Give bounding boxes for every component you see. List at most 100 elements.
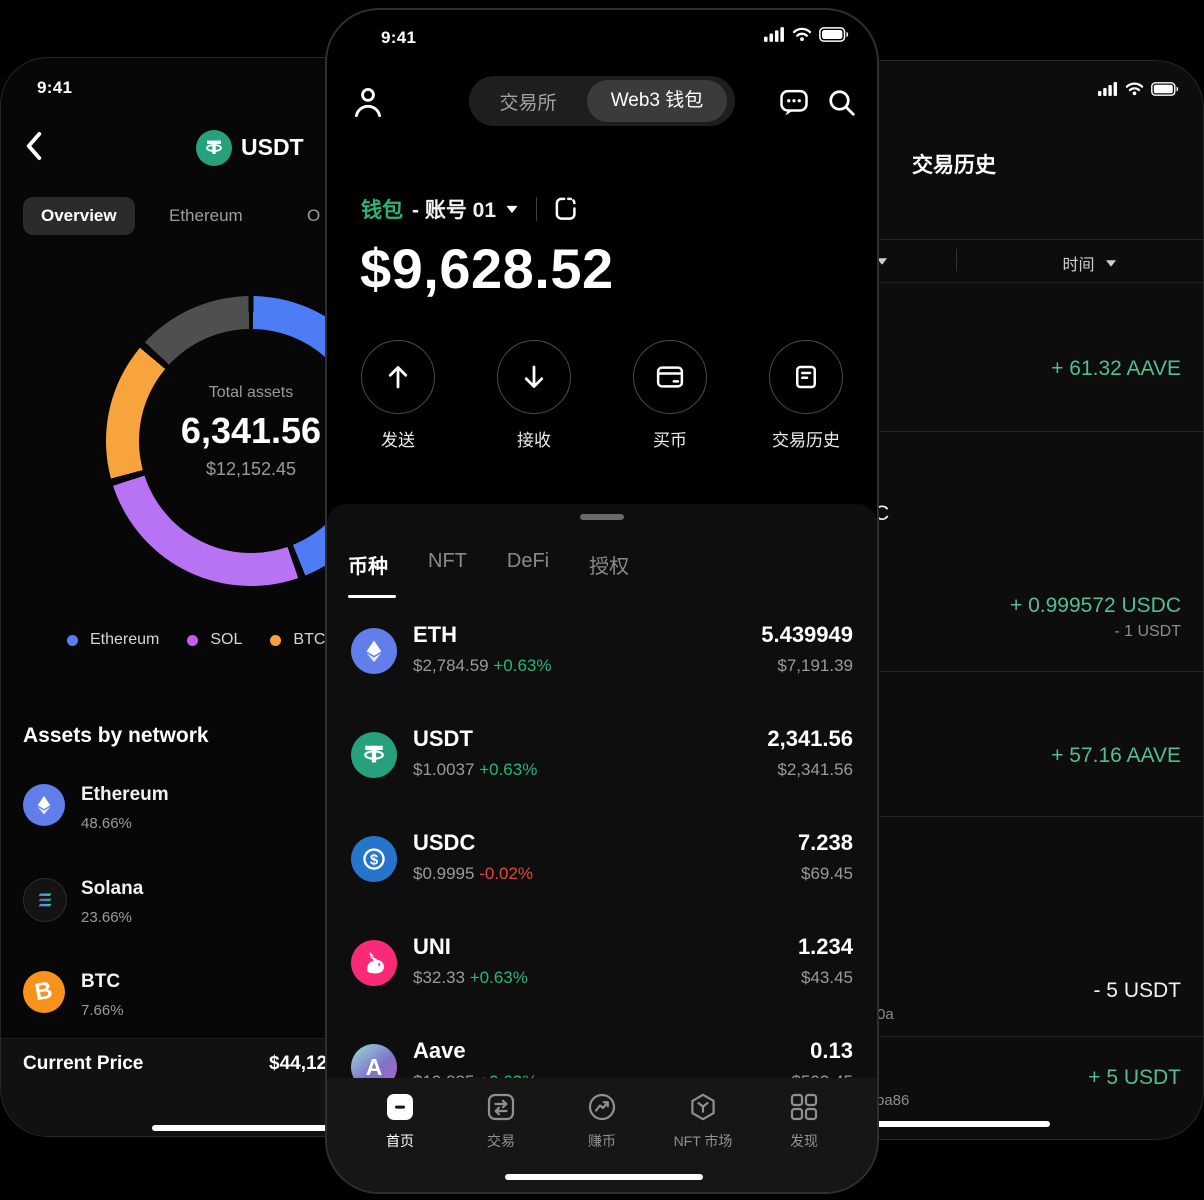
bottom-navigation: 首页 交易 赚币 NFT 市场 xyxy=(327,1078,877,1192)
coin-row-usdc[interactable]: $ USDC $0.9995 -0.02% 7.238 $69.45 xyxy=(351,830,853,906)
discover-icon xyxy=(790,1093,818,1121)
battery-icon xyxy=(1151,81,1179,96)
chat-icon[interactable] xyxy=(779,88,809,118)
battery-icon xyxy=(819,26,849,42)
receive-button[interactable]: 接收 xyxy=(479,340,589,451)
status-icons xyxy=(764,26,849,42)
current-price-value: $44,12 xyxy=(269,1053,328,1074)
divider xyxy=(705,282,1203,283)
tab-coins[interactable]: 币种 xyxy=(348,556,388,578)
tab-approvals[interactable]: 授权 xyxy=(589,556,630,578)
nft-market-icon xyxy=(691,1093,715,1121)
transaction-history-button[interactable]: 交易历史 xyxy=(751,340,861,451)
account-label: - 账号 01 xyxy=(412,199,497,222)
card-icon xyxy=(633,340,707,414)
time-filter[interactable]: 时间 xyxy=(1005,251,1175,275)
wallet-account-row[interactable]: 钱包 - 账号 01 xyxy=(361,194,579,224)
profile-icon[interactable] xyxy=(353,86,383,118)
arrow-up-icon xyxy=(361,340,435,414)
tab-next[interactable]: O xyxy=(307,206,321,225)
txn-sub-amount: - 1 USDT xyxy=(1114,623,1181,640)
assets-by-network-title: Assets by network xyxy=(23,724,209,747)
eth-icon xyxy=(351,628,397,674)
txn-amount: + 0.999572 USDC xyxy=(1009,594,1181,617)
back-icon[interactable] xyxy=(21,131,47,161)
coin-row-eth[interactable]: ETH $2,784.59 +0.63% 5.439949 $7,191.39 xyxy=(351,622,853,698)
time-filter-label: 时间 xyxy=(1062,257,1095,274)
coin-row-usdt[interactable]: USDT $1.0037 +0.63% 2,341.56 $2,341.56 xyxy=(351,726,853,802)
total-assets-value: 6,341.56 xyxy=(180,410,322,451)
account-caret-icon xyxy=(506,205,518,213)
segment-exchange[interactable]: 交易所 xyxy=(499,92,557,114)
usdt-icon xyxy=(196,130,232,166)
home-icon xyxy=(387,1094,413,1120)
home-indicator[interactable] xyxy=(860,1121,1050,1127)
signal-icon xyxy=(764,27,784,42)
search-icon[interactable] xyxy=(827,88,857,118)
tab-ethereum[interactable]: Ethereum xyxy=(169,206,243,225)
coin-row-uni[interactable]: UNI $32.33 +0.63% 1.234 $43.45 xyxy=(351,934,853,1010)
nav-nft-market[interactable]: NFT 市场 xyxy=(660,1092,746,1192)
uni-icon xyxy=(351,940,397,986)
signal-icon xyxy=(1098,82,1117,96)
txn-amount: + 61.32 AAVE xyxy=(1051,357,1181,380)
svg-text:$: $ xyxy=(370,851,379,868)
buy-crypto-button[interactable]: 买币 xyxy=(615,340,725,451)
divider xyxy=(705,671,1203,672)
txn-amount: + 57.16 AAVE xyxy=(1051,744,1181,767)
donut-center-text: Total assets 6,341.56 $12,152.45 xyxy=(106,296,396,586)
sheet-drag-handle[interactable] xyxy=(580,514,624,520)
arrow-down-icon xyxy=(497,340,571,414)
wifi-icon xyxy=(1125,82,1144,96)
legend-btc: BTC xyxy=(270,631,325,649)
home-indicator[interactable] xyxy=(505,1174,703,1180)
legend-dot-sol xyxy=(187,634,199,646)
asset-tabs: 币种 NFT DeFi 授权 xyxy=(348,550,629,579)
send-button[interactable]: 发送 xyxy=(343,340,453,451)
network-row-solana[interactable]: Solana 23.66% xyxy=(23,878,323,926)
solana-icon xyxy=(23,878,67,922)
usdc-icon: $ xyxy=(351,836,397,882)
tab-overview[interactable]: Overview xyxy=(23,197,135,235)
usdt-icon xyxy=(351,732,397,778)
earn-icon xyxy=(588,1093,616,1121)
wallet-label: 钱包 xyxy=(361,199,403,222)
change-percent: +0.63% xyxy=(469,968,528,987)
donut-legend: Ethereum SOL BTC xyxy=(67,631,325,649)
legend-ethereum: Ethereum xyxy=(67,631,159,649)
type-filter-caret-icon[interactable] xyxy=(876,258,888,265)
total-balance: $9,628.52 xyxy=(360,237,614,300)
tab-nft[interactable]: NFT xyxy=(428,550,467,572)
tab-defi[interactable]: DeFi xyxy=(506,550,550,572)
legend-dot-ethereum xyxy=(67,634,78,646)
time-filter-caret-icon xyxy=(1105,259,1116,267)
change-percent: -0.02% xyxy=(479,864,534,883)
bitcoin-icon: B xyxy=(23,971,65,1013)
token-title: USDT xyxy=(241,134,304,160)
wifi-icon xyxy=(792,27,812,41)
divider xyxy=(705,816,1203,817)
history-icon xyxy=(769,340,843,414)
total-assets-label: Total assets xyxy=(208,384,294,401)
ethereum-icon xyxy=(23,784,65,826)
segment-web3-wallet[interactable]: Web3 钱包 xyxy=(587,80,727,122)
home-indicator[interactable] xyxy=(152,1125,352,1131)
nav-trade[interactable]: 交易 xyxy=(458,1092,544,1192)
change-percent: +0.63% xyxy=(479,760,538,779)
nav-earn[interactable]: 赚币 xyxy=(559,1092,645,1192)
network-row-btc[interactable]: B BTC 7.66% xyxy=(23,971,323,1019)
trade-icon xyxy=(487,1093,515,1121)
txn-address-fragment: 0a xyxy=(877,1006,894,1023)
txn-amount: - 5 USDT xyxy=(1093,979,1181,1002)
filter-divider xyxy=(956,249,957,271)
nav-home[interactable]: 首页 xyxy=(357,1092,443,1192)
status-time: 9:41 xyxy=(381,28,417,47)
divider xyxy=(705,239,1203,240)
divider xyxy=(705,1036,1203,1037)
legend-sol: SOL xyxy=(187,631,242,649)
exchange-wallet-segment-control: 交易所 Web3 钱包 xyxy=(469,76,735,126)
network-row-ethereum[interactable]: Ethereum 48.66% xyxy=(23,784,323,832)
center-phone-wallet-home-screen: 9:41 交易所 Web3 钱包 钱包 - 账号 01 xyxy=(325,8,879,1194)
nav-discover[interactable]: 发现 xyxy=(761,1092,847,1192)
switch-account-icon[interactable] xyxy=(554,196,579,222)
